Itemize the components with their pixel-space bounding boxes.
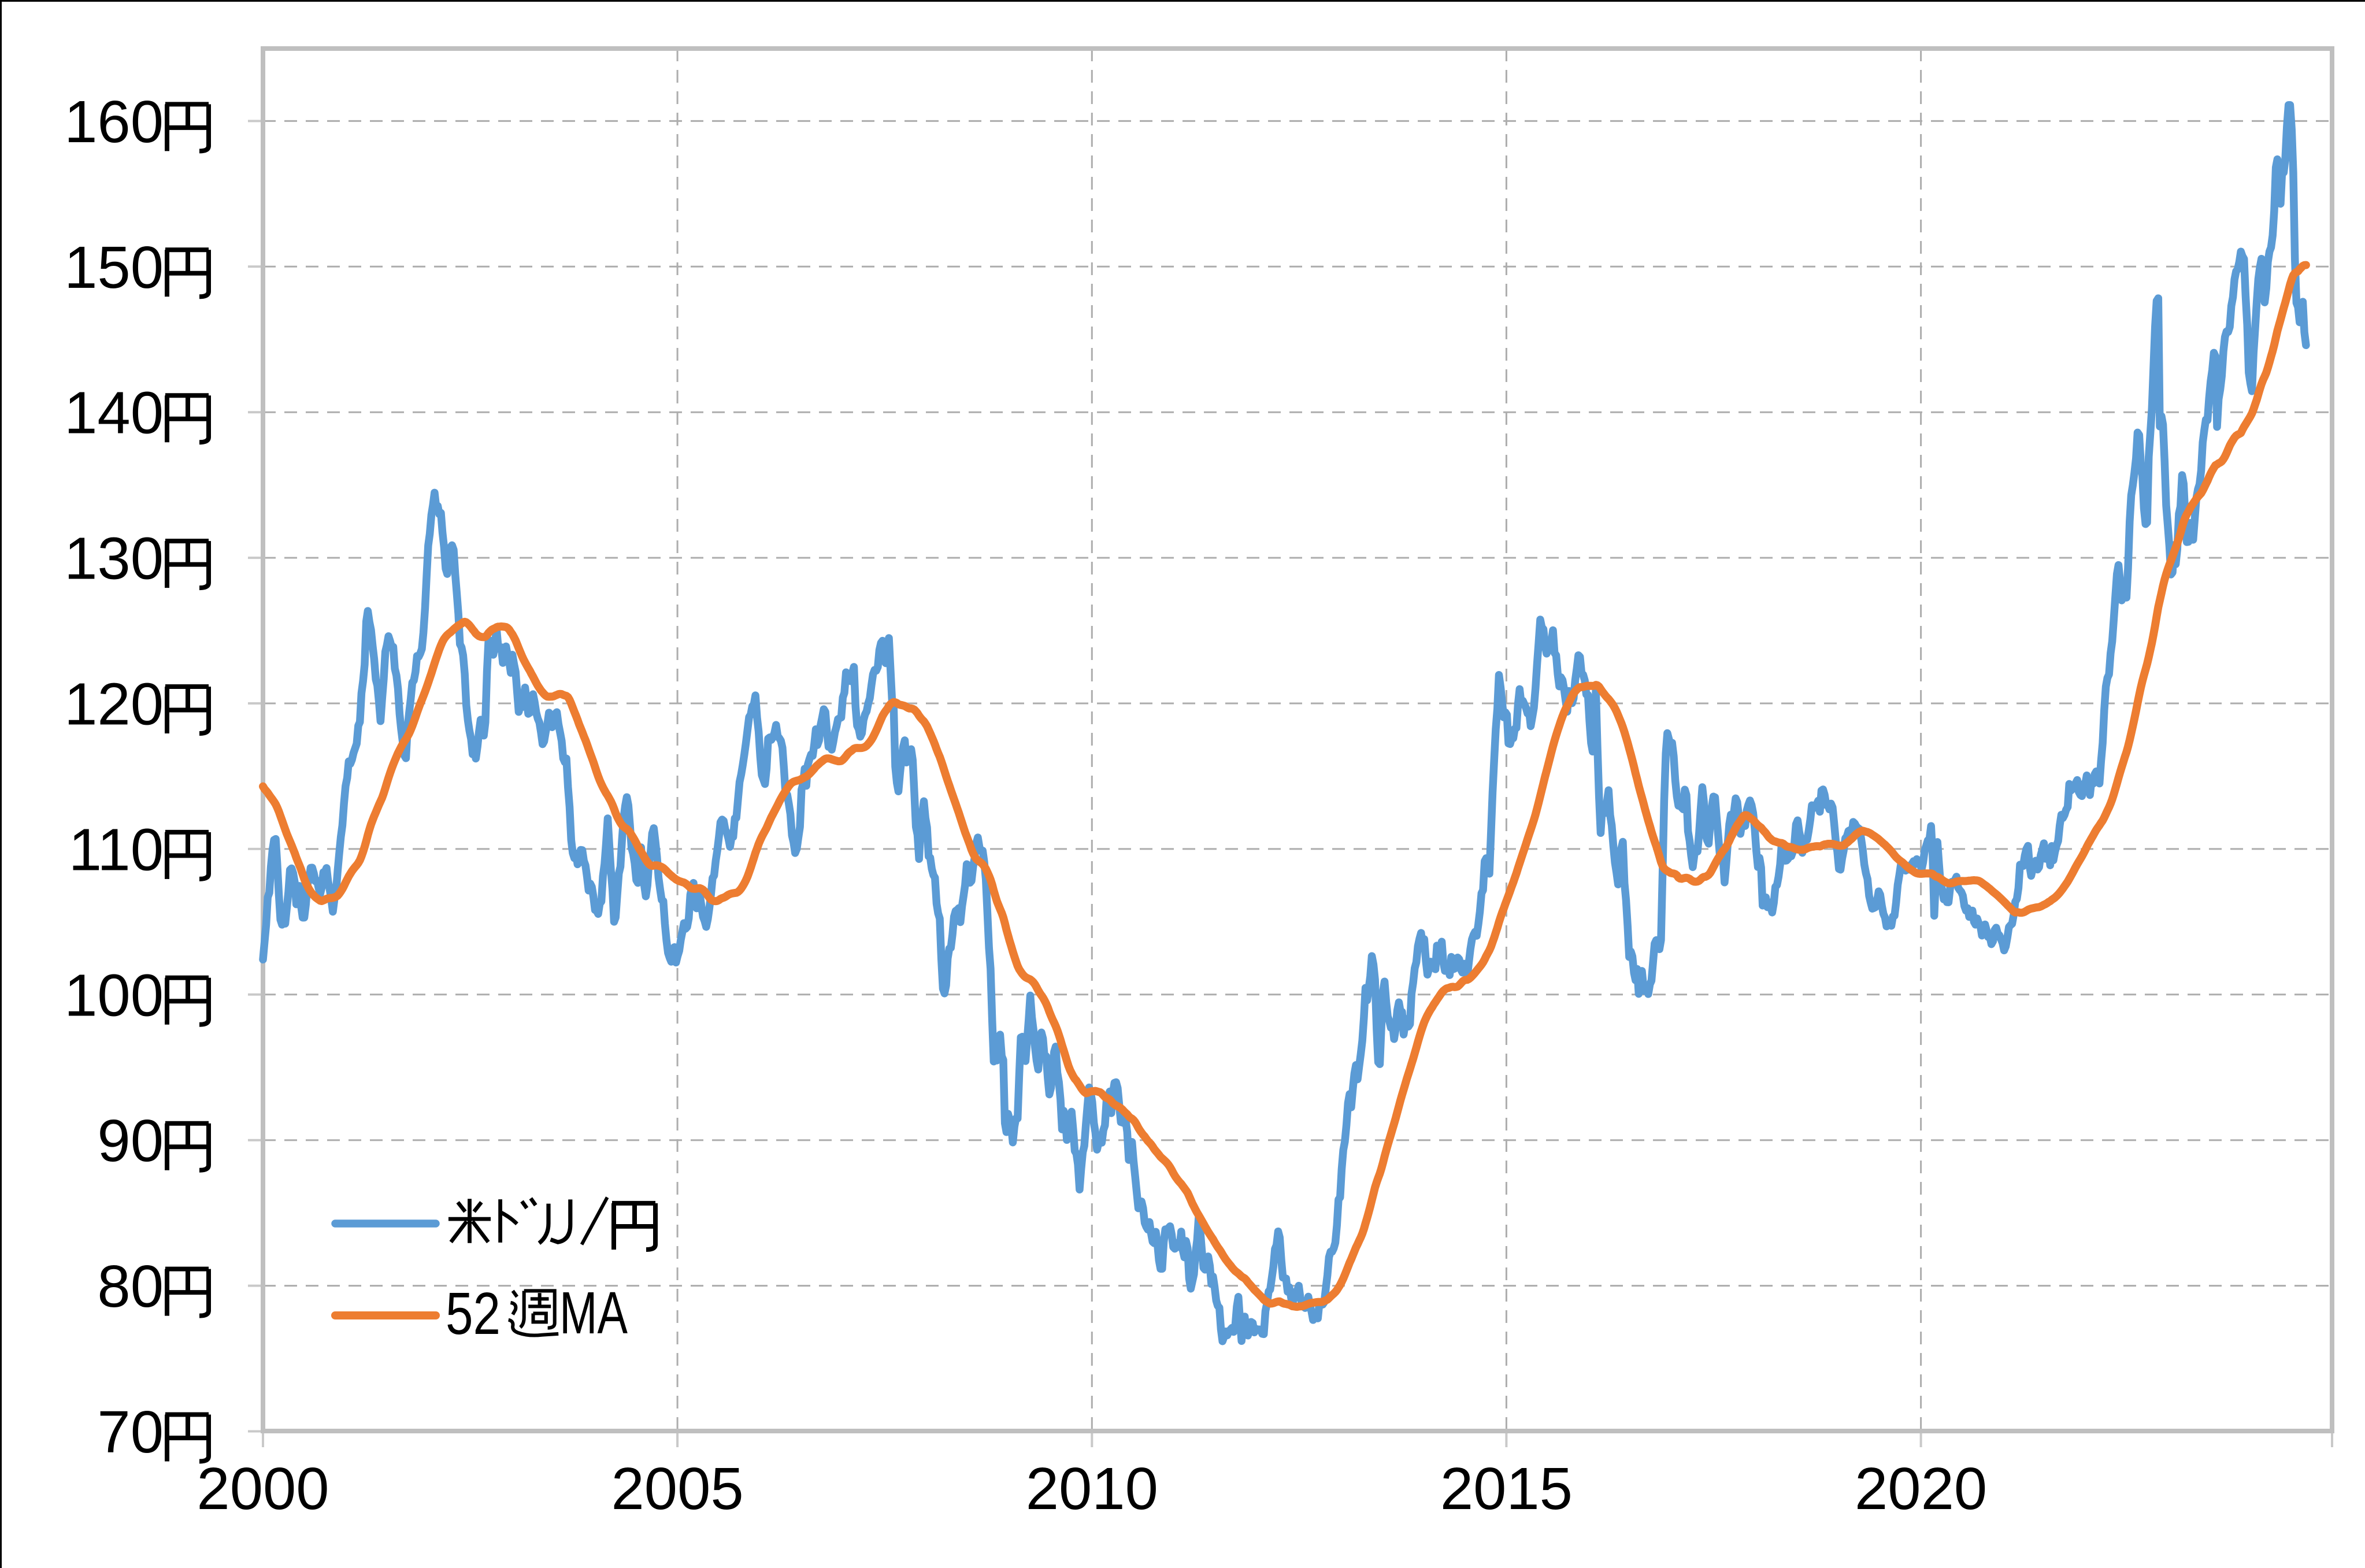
svg-text:2020: 2020: [1855, 1455, 1987, 1522]
svg-text:90: 90: [97, 1107, 164, 1174]
svg-text:110: 110: [69, 816, 164, 883]
svg-text:160: 160: [64, 88, 164, 155]
svg-text:2000: 2000: [197, 1455, 329, 1522]
svg-text:MA: MA: [559, 1280, 628, 1346]
svg-text:120: 120: [64, 671, 164, 737]
svg-text:140: 140: [64, 380, 164, 446]
svg-text:2010: 2010: [1026, 1455, 1158, 1522]
svg-text:130: 130: [64, 525, 164, 592]
svg-text:100: 100: [64, 962, 164, 1028]
svg-text:70: 70: [97, 1399, 164, 1465]
svg-text:2015: 2015: [1440, 1455, 1573, 1522]
svg-text:80: 80: [97, 1253, 164, 1319]
svg-text:2005: 2005: [611, 1455, 744, 1522]
svg-text:150: 150: [64, 234, 164, 301]
svg-text:52: 52: [446, 1280, 501, 1347]
